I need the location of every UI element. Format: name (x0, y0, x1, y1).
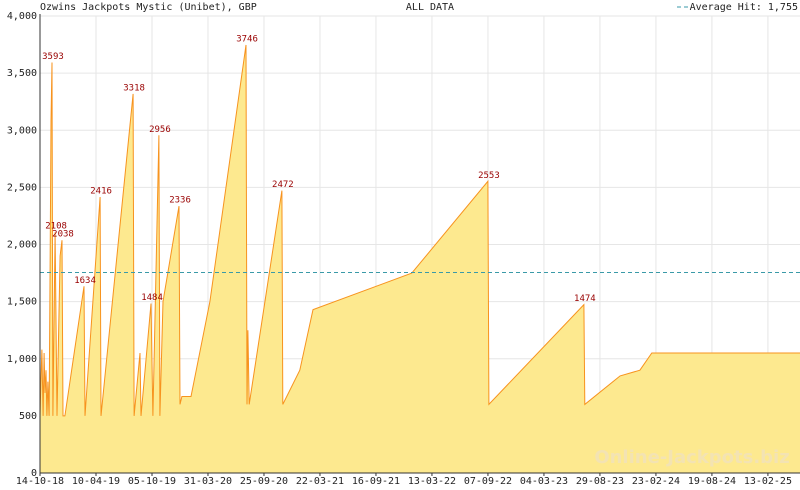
chart-subtitle: ALL DATA (406, 2, 454, 13)
x-tick-label: 05-10-19 (128, 476, 176, 487)
peak-label: 3746 (236, 35, 258, 45)
plot (39, 44, 800, 473)
peak-label: 2472 (272, 180, 294, 190)
x-tick-label: 29-08-23 (576, 476, 624, 487)
y-tick-label: 2,000 (7, 240, 37, 251)
watermark: Online-Jackpots.biz (594, 447, 789, 468)
peak-label: 1474 (574, 294, 596, 304)
y-tick-label: 4,000 (7, 11, 37, 22)
y-tick-label: 0 (31, 468, 37, 479)
peak-label: 3593 (42, 52, 64, 62)
x-tick-label: 14-10-18 (16, 476, 64, 487)
x-tick-label: 19-08-24 (688, 476, 736, 487)
peak-label: 2553 (478, 171, 500, 181)
peak-label: 1634 (74, 276, 96, 286)
area-line (39, 44, 800, 417)
peak-label: 2038 (52, 230, 74, 240)
x-tick-label: 25-09-20 (240, 476, 288, 487)
peak-label: 3318 (123, 83, 145, 93)
x-tick-label: 13-03-22 (408, 476, 456, 487)
peak-label: 2416 (90, 186, 112, 196)
y-tick-label: 1,500 (7, 297, 37, 308)
x-tick-label: 16-09-21 (352, 476, 400, 487)
legend-label: Average Hit: 1,755 (690, 2, 798, 13)
y-tick-label: 500 (19, 411, 37, 422)
peak-label: 2336 (169, 196, 191, 206)
x-tick-label: 04-03-23 (520, 476, 568, 487)
area-fill (40, 45, 800, 473)
y-tick-label: 3,000 (7, 125, 37, 136)
peak-label: 1484 (141, 293, 163, 303)
y-tick-label: 2,500 (7, 182, 37, 193)
x-tick-label: 31-03-20 (184, 476, 232, 487)
peak-label: 2956 (149, 125, 171, 135)
chart-title: Ozwins Jackpots Mystic (Unibet), GBP (40, 2, 257, 13)
x-tick-label: 23-02-24 (632, 476, 680, 487)
x-tick-label: 22-03-21 (296, 476, 344, 487)
x-tick-label: 10-04-19 (72, 476, 120, 487)
x-tick-label: 07-09-22 (464, 476, 512, 487)
y-tick-label: 3,500 (7, 68, 37, 79)
y-tick-label: 1,000 (7, 354, 37, 365)
peak-label: 2108 (45, 222, 67, 232)
x-tick-label: 13-02-25 (744, 476, 792, 487)
